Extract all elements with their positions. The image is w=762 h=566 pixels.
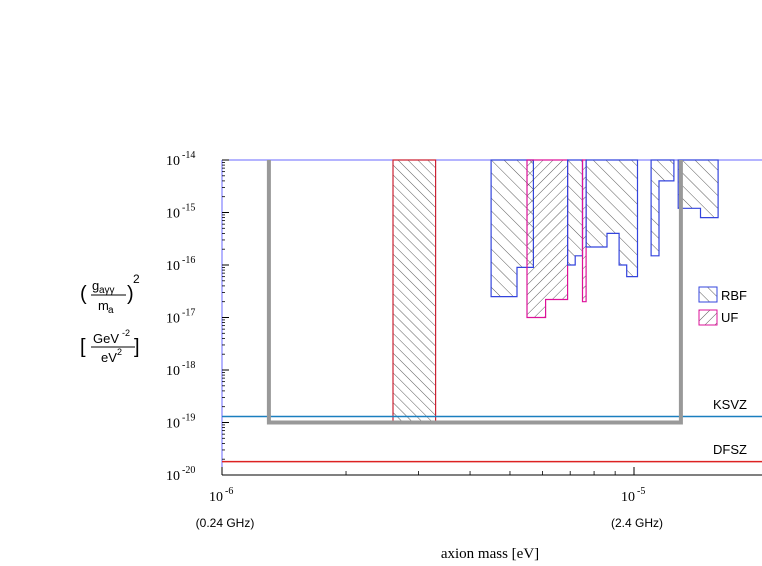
ylabel-numerator-sub: aγγ	[99, 285, 115, 296]
exclusion-regions	[392, 159, 719, 424]
ylabel-denominator: m	[98, 298, 109, 313]
axis-ticks	[221, 159, 635, 476]
x-tick-frequency: (0.24 GHz)	[196, 516, 255, 530]
model-label-dfsz: DFSZ	[713, 442, 747, 457]
legend-label-uf: UF	[721, 310, 738, 325]
ylabel-numerator: g	[92, 278, 99, 293]
units-open-bracket: [	[80, 336, 86, 358]
y-tick-exponent: -19	[182, 413, 195, 424]
y-tick-label: 10	[166, 364, 180, 379]
model-lines	[222, 415, 762, 463]
y-tick-label: 10	[166, 207, 180, 222]
units-denominator-exp: 2	[117, 347, 122, 357]
exclusion-region-uf	[581, 159, 587, 303]
exclusion-region-rbf	[650, 159, 675, 257]
ylabel-denominator-sub: a	[108, 305, 114, 316]
ylabel-power: 2	[133, 272, 140, 286]
exclusion-region-rbf	[585, 159, 639, 278]
ylabel-close-paren: )	[127, 283, 134, 305]
projection-outline	[266, 160, 683, 425]
plot-area	[221, 159, 762, 476]
x-tick-exponent: -5	[637, 486, 645, 497]
exclusion-region-red	[392, 159, 437, 424]
y-tick-exponent: -18	[182, 360, 195, 371]
y-tick-exponent: -14	[182, 150, 195, 161]
x-tick-label: 10	[209, 490, 223, 505]
x-axis-label: axion mass [eV]	[441, 546, 539, 562]
y-tick-label: 10	[166, 417, 180, 432]
y-tick-label: 10	[166, 259, 180, 274]
y-tick-exponent: -20	[182, 465, 195, 476]
y-tick-exponent: -15	[182, 203, 195, 214]
exclusion-region-uf	[526, 159, 569, 319]
x-tick-labels: 10 -6(0.24 GHz)10 -5(2.4 GHz)	[196, 486, 663, 530]
y-tick-exponent: -16	[182, 255, 195, 266]
ylabel-open-paren: (	[80, 283, 87, 305]
units-numerator: GeV	[93, 331, 119, 346]
x-tick-frequency: (2.4 GHz)	[611, 516, 663, 530]
legend: RBF UF	[698, 286, 747, 326]
y-tick-label: 10	[166, 154, 180, 169]
y-axis-label: ( g aγγ m a ) 2 [ GeV -2 eV 2 ]	[80, 272, 140, 365]
legend-label-rbf: RBF	[721, 288, 747, 303]
exclusion-region-rbf	[677, 159, 719, 219]
units-close-bracket: ]	[134, 336, 140, 358]
y-tick-label: 10	[166, 312, 180, 327]
exclusion-region-rbf	[566, 159, 584, 266]
units-denominator: eV	[101, 350, 117, 365]
y-tick-exponent: -17	[182, 308, 195, 319]
legend-swatch-uf	[698, 309, 718, 326]
legend-swatch-rbf	[698, 286, 718, 303]
model-label-ksvz: KSVZ	[713, 397, 747, 412]
x-tick-label: 10	[621, 490, 635, 505]
x-tick-exponent: -6	[225, 486, 233, 497]
units-numerator-exp: -2	[122, 328, 130, 338]
y-tick-label: 10	[166, 469, 180, 484]
